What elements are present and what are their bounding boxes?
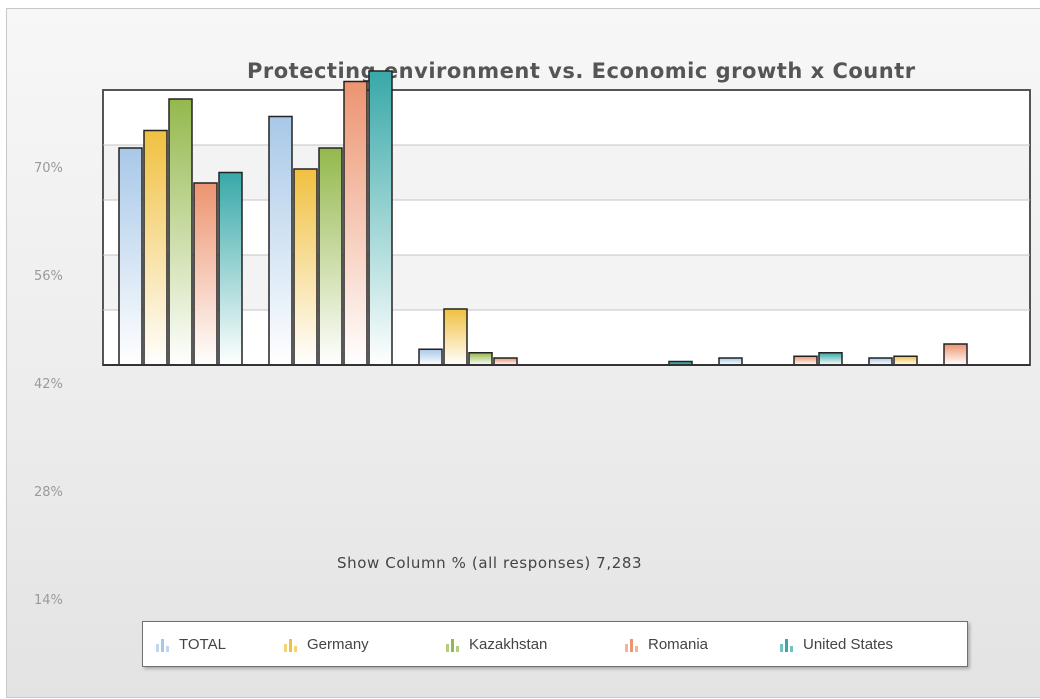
bar-total-1[interactable] [268, 115, 293, 366]
y-tick-label: 70% [34, 161, 63, 176]
legend-label: Kazakhstan [469, 635, 548, 653]
bar-total-2[interactable] [418, 348, 443, 366]
bar-chart-icon [283, 636, 299, 652]
legend: TOTAL Germany Kazakhstan Romania United Stat… [142, 621, 968, 667]
bar-romania-5[interactable] [943, 343, 968, 366]
grid-band [104, 145, 1029, 200]
bar-chart-icon [779, 636, 795, 652]
chart-title: Protecting environment vs. Economic grow… [247, 59, 916, 83]
chart-svg: 70% 56% 42% 28% 14% [34, 70, 1031, 608]
bar-total-5[interactable] [868, 357, 893, 366]
legend-label: Romania [648, 635, 709, 653]
bar-united-states-4[interactable] [818, 352, 843, 366]
legend-item-kazakhstan[interactable]: Kazakhstan [445, 622, 547, 666]
bar-chart-icon [445, 636, 461, 652]
bar-romania-2[interactable] [493, 357, 518, 366]
bar-kazakhstan-1[interactable] [318, 147, 343, 366]
chart-frame: Protecting environment vs. Economic grow… [6, 8, 1040, 698]
bar-germany-1[interactable] [293, 168, 318, 366]
bar-total-0[interactable] [118, 147, 143, 366]
bar-chart-icon [155, 636, 171, 652]
legend-item-total[interactable]: TOTAL [155, 622, 226, 666]
bar-germany-0[interactable] [143, 129, 168, 366]
legend-label: Germany [307, 635, 369, 653]
bar-germany-5[interactable] [893, 355, 918, 366]
bar-romania-1[interactable] [343, 80, 368, 366]
y-tick-label: 56% [34, 269, 63, 284]
bar-romania-4[interactable] [793, 355, 818, 366]
bar-kazakhstan-0[interactable] [168, 98, 193, 366]
y-tick-label: 14% [34, 593, 63, 608]
y-tick-label: 28% [34, 485, 63, 500]
legend-label: United States [803, 635, 894, 653]
grid-band [104, 255, 1029, 310]
bar-united-states-1[interactable] [368, 70, 393, 366]
bar-total-4[interactable] [718, 357, 743, 366]
bar-chart-icon [624, 636, 640, 652]
plot-area [102, 89, 1031, 366]
bar-germany-2[interactable] [443, 308, 468, 366]
bar-kazakhstan-2[interactable] [468, 352, 493, 366]
legend-item-united-states[interactable]: United States [779, 622, 893, 666]
legend-item-romania[interactable]: Romania [624, 622, 708, 666]
legend-item-germany[interactable]: Germany [283, 622, 369, 666]
bar-united-states-0[interactable] [218, 171, 243, 366]
y-tick-label: 42% [34, 377, 63, 392]
bar-romania-0[interactable] [193, 182, 218, 366]
legend-label: TOTAL [179, 635, 226, 653]
chart-subtitle: Show Column % (all responses) 7,283 [337, 554, 643, 572]
